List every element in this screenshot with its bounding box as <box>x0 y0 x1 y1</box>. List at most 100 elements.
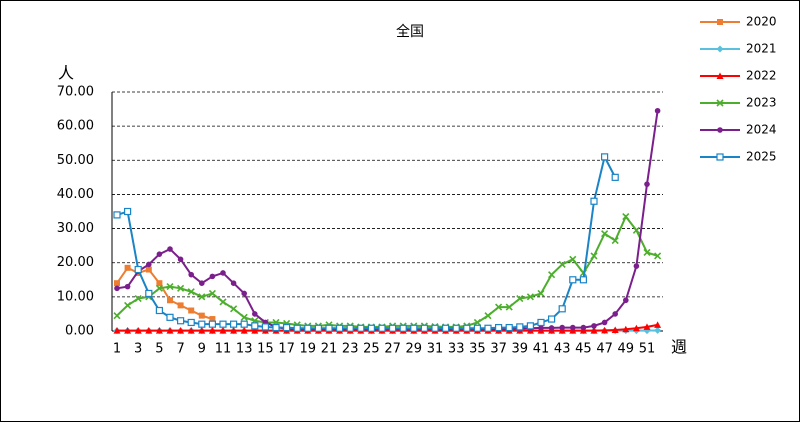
data-point <box>655 108 661 114</box>
x-tick-label: 17 <box>278 342 295 357</box>
legend-marker <box>717 127 723 133</box>
data-point <box>591 323 597 329</box>
data-point <box>538 319 544 325</box>
y-tick-label: 60.00 <box>57 119 94 134</box>
y-tick-label: 10.00 <box>57 289 94 304</box>
x-tick-label: 9 <box>198 342 206 357</box>
data-point <box>262 324 268 330</box>
y-axis-label: 人 <box>58 64 74 83</box>
data-point <box>347 325 353 331</box>
data-point <box>581 325 587 331</box>
data-point <box>135 267 141 273</box>
data-point <box>178 302 184 308</box>
x-tick-label: 7 <box>176 342 184 357</box>
data-point <box>252 311 258 317</box>
data-point <box>326 325 332 331</box>
data-point <box>220 270 226 276</box>
legend-label: 2023 <box>746 96 777 110</box>
x-tick-label: 15 <box>257 342 274 357</box>
data-point <box>379 325 385 331</box>
data-point <box>188 308 194 314</box>
x-tick-label: 31 <box>427 342 444 357</box>
x-tick-label: 13 <box>236 342 253 357</box>
x-tick-label: 21 <box>321 342 338 357</box>
data-point <box>485 325 491 331</box>
data-point <box>411 325 417 331</box>
data-point <box>231 321 237 327</box>
x-tick-label: 35 <box>469 342 486 357</box>
data-point <box>156 308 162 314</box>
data-point <box>570 277 576 283</box>
data-point <box>506 325 512 331</box>
data-point <box>644 181 650 187</box>
data-point <box>602 154 608 160</box>
x-tick-label: 25 <box>363 342 380 357</box>
data-point <box>602 320 608 326</box>
y-tick-label: 0.00 <box>65 324 94 339</box>
x-tick-label: 23 <box>342 342 359 357</box>
data-point <box>199 321 205 327</box>
legend-label: 2022 <box>746 69 777 83</box>
data-point <box>241 321 247 327</box>
x-tick-label: 41 <box>533 342 550 357</box>
data-point <box>517 324 523 330</box>
x-tick-label: 1 <box>113 342 121 357</box>
data-point <box>114 286 120 292</box>
data-point <box>305 325 311 331</box>
data-point <box>559 325 565 331</box>
x-tick-label: 11 <box>215 342 232 357</box>
data-point <box>146 262 152 268</box>
data-point <box>284 325 290 331</box>
data-point <box>157 251 163 257</box>
data-point <box>443 325 449 331</box>
data-point <box>188 272 194 278</box>
x-tick-label: 33 <box>448 342 465 357</box>
data-point <box>432 325 438 331</box>
x-tick-label: 29 <box>406 342 423 357</box>
data-point <box>390 325 396 331</box>
data-point <box>474 325 480 331</box>
data-point <box>591 198 597 204</box>
data-point <box>612 174 618 180</box>
x-tick-label: 51 <box>639 342 656 357</box>
data-point <box>570 325 576 331</box>
data-point <box>178 318 184 324</box>
data-point <box>210 274 216 280</box>
y-tick-label: 70.00 <box>57 85 94 100</box>
data-point <box>199 280 205 286</box>
data-point <box>167 314 173 320</box>
data-point <box>358 325 364 331</box>
data-point <box>421 325 427 331</box>
data-point <box>125 284 131 290</box>
x-tick-label: 37 <box>490 342 507 357</box>
data-point <box>146 267 152 273</box>
data-point <box>114 280 120 286</box>
data-point <box>612 311 618 317</box>
data-point <box>125 209 131 215</box>
y-tick-label: 40.00 <box>57 187 94 202</box>
legend-marker <box>717 154 723 160</box>
data-point <box>220 321 226 327</box>
x-tick-label: 45 <box>575 342 592 357</box>
data-point <box>167 297 173 303</box>
data-point <box>453 325 459 331</box>
x-axis-label: 週 <box>671 338 687 357</box>
x-tick-label: 47 <box>596 342 613 357</box>
data-point <box>315 325 321 331</box>
legend-label: 2020 <box>746 15 777 29</box>
x-tick-label: 3 <box>134 342 142 357</box>
data-point <box>527 323 533 329</box>
legend-label: 2021 <box>746 42 777 56</box>
data-point <box>549 316 555 322</box>
x-tick-label: 27 <box>384 342 401 357</box>
x-tick-label: 43 <box>554 342 571 357</box>
data-point <box>623 297 629 303</box>
data-point <box>125 265 131 271</box>
data-point <box>634 263 640 269</box>
legend-marker <box>717 19 723 25</box>
data-point <box>273 325 279 331</box>
x-tick-label: 39 <box>512 342 529 357</box>
chart-title: 全国 <box>396 23 424 40</box>
data-point <box>114 212 120 218</box>
